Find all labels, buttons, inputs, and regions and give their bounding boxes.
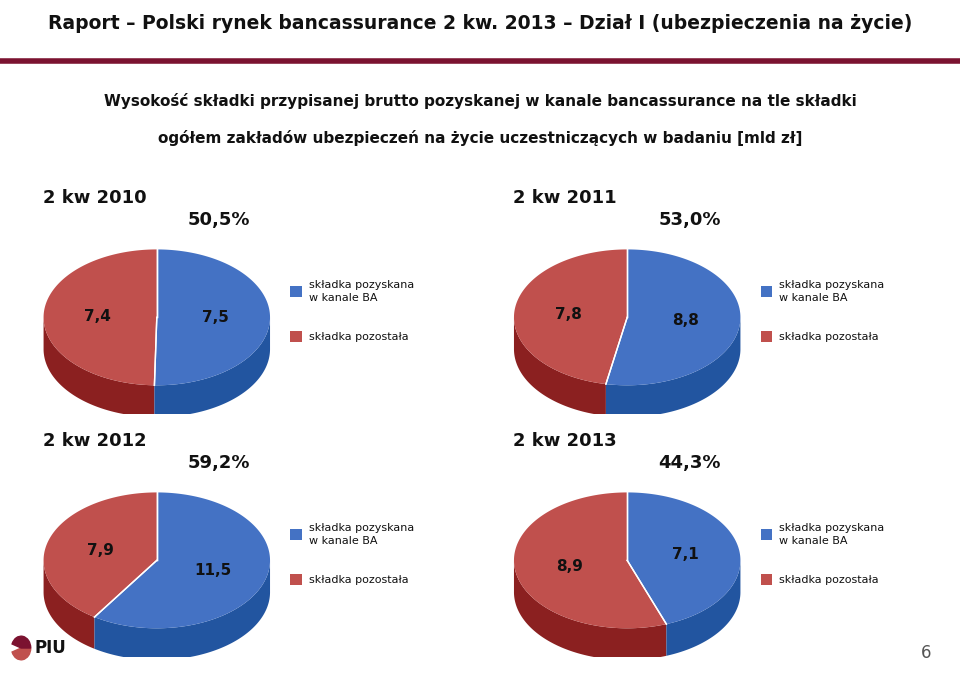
Text: 7,9: 7,9	[87, 543, 114, 558]
Text: 59,2%: 59,2%	[188, 454, 251, 472]
Text: składka pozyskana
w kanale BA: składka pozyskana w kanale BA	[779, 523, 884, 545]
Text: 2 kw 2011: 2 kw 2011	[513, 190, 616, 207]
Polygon shape	[514, 493, 666, 628]
Polygon shape	[155, 317, 270, 417]
Text: 53,0%: 53,0%	[659, 211, 721, 229]
Text: Wysokość składki przypisanej brutto pozyskanej w kanale bancassurance na tle skł: Wysokość składki przypisanej brutto pozy…	[104, 92, 856, 109]
Polygon shape	[94, 561, 270, 660]
Text: Raport – Polski rynek bancassurance 2 kw. 2013 – Dział I (ubezpieczenia na życie: Raport – Polski rynek bancassurance 2 kw…	[48, 14, 912, 33]
Text: składka pozostała: składka pozostała	[779, 331, 878, 342]
Text: składka pozyskana
w kanale BA: składka pozyskana w kanale BA	[779, 280, 884, 302]
Polygon shape	[514, 561, 666, 660]
Text: składka pozyskana
w kanale BA: składka pozyskana w kanale BA	[308, 523, 414, 545]
FancyBboxPatch shape	[761, 529, 772, 540]
Text: 2 kw 2013: 2 kw 2013	[513, 433, 616, 450]
Text: 8,9: 8,9	[556, 559, 583, 574]
FancyBboxPatch shape	[761, 331, 772, 342]
Text: składka pozostała: składka pozostała	[779, 574, 878, 585]
Text: 50,5%: 50,5%	[188, 211, 251, 229]
Polygon shape	[666, 561, 740, 656]
FancyBboxPatch shape	[291, 529, 301, 540]
Polygon shape	[155, 250, 270, 385]
Text: składka pozostała: składka pozostała	[308, 331, 408, 342]
Polygon shape	[606, 318, 740, 417]
Polygon shape	[627, 493, 740, 624]
Text: składka pozostała: składka pozostała	[308, 574, 408, 585]
FancyBboxPatch shape	[291, 574, 301, 585]
Polygon shape	[514, 250, 627, 384]
Text: ogółem zakładów ubezpieczeń na życie uczestniczących w badaniu [mld zł]: ogółem zakładów ubezpieczeń na życie ucz…	[157, 130, 803, 146]
Text: 6: 6	[921, 643, 931, 662]
Text: 11,5: 11,5	[195, 563, 231, 578]
Polygon shape	[43, 250, 156, 385]
Wedge shape	[12, 648, 31, 659]
Polygon shape	[94, 493, 270, 628]
FancyBboxPatch shape	[291, 286, 301, 297]
Text: PIU: PIU	[35, 639, 66, 657]
Text: 44,3%: 44,3%	[659, 454, 721, 472]
Text: 2 kw 2010: 2 kw 2010	[42, 190, 146, 207]
Polygon shape	[43, 560, 94, 649]
Polygon shape	[43, 493, 156, 617]
FancyBboxPatch shape	[761, 286, 772, 297]
Text: 7,4: 7,4	[84, 309, 111, 325]
Text: 7,8: 7,8	[555, 306, 582, 321]
Polygon shape	[514, 317, 606, 416]
Text: 7,1: 7,1	[672, 547, 699, 562]
Polygon shape	[606, 250, 740, 385]
FancyBboxPatch shape	[291, 331, 301, 342]
FancyBboxPatch shape	[761, 574, 772, 585]
Text: 2 kw 2012: 2 kw 2012	[42, 433, 146, 450]
Polygon shape	[43, 318, 155, 417]
Text: 8,8: 8,8	[672, 313, 699, 328]
Wedge shape	[12, 637, 31, 648]
Text: 7,5: 7,5	[203, 310, 229, 325]
Text: składka pozyskana
w kanale BA: składka pozyskana w kanale BA	[308, 280, 414, 302]
